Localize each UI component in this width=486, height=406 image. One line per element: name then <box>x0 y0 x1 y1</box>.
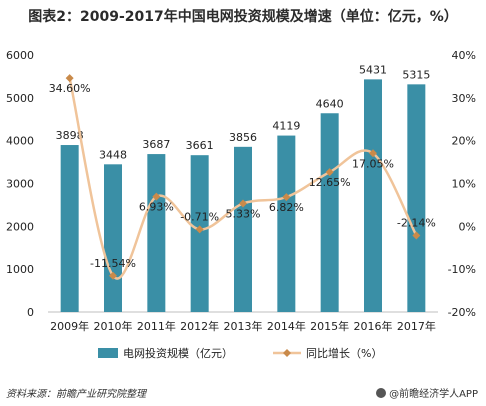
brand-credit: @前瞻经济学人APP <box>376 385 478 400</box>
growth-marker-0 <box>65 74 74 83</box>
growth-label-5: 6.82% <box>269 201 304 214</box>
y-right-tick-2: 0% <box>459 220 476 233</box>
bar-label-1: 3448 <box>99 148 127 161</box>
bar-label-3: 3661 <box>186 139 214 152</box>
legend-line-marker <box>283 349 291 357</box>
x-tick-6: 2015年 <box>310 319 349 333</box>
growth-markers <box>65 74 421 280</box>
y-left-tick-1: 1000 <box>6 263 34 276</box>
growth-marker-5 <box>282 193 291 202</box>
bar-6 <box>320 113 339 313</box>
x-tick-8: 2017年 <box>397 319 436 333</box>
y-left-tick-0: 0 <box>27 306 34 319</box>
brand-icon <box>376 388 387 398</box>
growth-labels: 34.60% -11.54% 6.93% -0.71% 5.33% 6.82% 12.65%… <box>49 82 436 270</box>
growth-label-1: -11.54% <box>90 257 136 270</box>
growth-label-6: 12.65% <box>309 176 351 189</box>
bar-7 <box>364 79 382 313</box>
y-left-tick-3: 3000 <box>6 178 34 191</box>
x-tick-3: 2012年 <box>180 319 219 333</box>
bar-label-5: 4119 <box>272 120 300 133</box>
growth-label-0: 34.60% <box>49 82 91 95</box>
bar-2 <box>147 154 166 312</box>
brand-text: @前瞻经济学人APP <box>389 389 478 400</box>
bar-5 <box>277 135 296 312</box>
growth-label-2: 6.93% <box>139 201 174 214</box>
y-right-tick-4: 20% <box>452 135 476 148</box>
bar-series <box>60 79 426 313</box>
y-left-tick-2: 2000 <box>6 220 34 233</box>
growth-marker-6 <box>325 168 334 177</box>
source-note: 资料来源：前瞻产业研究院整理 <box>6 389 146 400</box>
growth-marker-3 <box>195 225 204 234</box>
y-left-tick-4: 4000 <box>6 135 34 148</box>
y-right-tick-3: 10% <box>452 178 476 191</box>
x-tick-4: 2013年 <box>224 319 263 333</box>
x-tick-7: 2016年 <box>354 319 393 333</box>
growth-marker-7 <box>369 149 377 158</box>
bar-1 <box>104 164 122 312</box>
growth-marker-1 <box>109 271 117 280</box>
growth-label-8: -2.14% <box>397 216 436 229</box>
bar-label-6: 4640 <box>316 97 344 110</box>
growth-label-4: 5.33% <box>226 208 261 221</box>
x-tick-2: 2011年 <box>137 319 176 333</box>
bar-4 <box>234 146 252 312</box>
chart-title: 图表2：2009-2017年中国电网投资规模及增速（单位：亿元，%） <box>28 9 458 25</box>
y-right-tick-0: -20% <box>448 306 476 319</box>
bar-8 <box>407 84 426 312</box>
x-axis-ticks: 2009年 2010年 2011年 2012年 2013年 2014年 2015年 2016年… <box>50 319 436 333</box>
growth-label-3: -0.71% <box>180 210 219 223</box>
bar-label-0: 3898 <box>56 129 84 142</box>
growth-marker-2 <box>152 192 161 201</box>
legend-bar-swatch <box>98 348 118 358</box>
bar-label-2: 3687 <box>142 138 170 151</box>
y-right-tick-6: 40% <box>452 49 476 62</box>
x-tick-1: 2010年 <box>94 319 133 333</box>
legend: 电网投资规模（亿元） 同比增长（%） <box>98 346 382 360</box>
y-right-tick-5: 30% <box>452 92 476 105</box>
legend-bar-label: 电网投资规模（亿元） <box>123 346 233 360</box>
bar-label-4: 3856 <box>229 131 257 144</box>
bar-0 <box>60 145 79 312</box>
x-tick-0: 2009年 <box>50 319 89 333</box>
y-axis-left: 0 1000 2000 3000 4000 5000 6000 <box>6 49 34 319</box>
bar-label-7: 5431 <box>359 63 387 76</box>
bar-label-8: 5315 <box>402 68 430 81</box>
growth-label-7: 17.05% <box>352 157 394 170</box>
growth-marker-8 <box>412 231 421 240</box>
y-axis-right: -20% -10% 0% 10% 20% 30% 40% <box>448 49 476 319</box>
y-left-tick-5: 5000 <box>6 92 34 105</box>
growth-marker-4 <box>239 199 247 208</box>
y-left-tick-6: 6000 <box>6 49 34 62</box>
x-tick-5: 2014年 <box>267 319 306 333</box>
bar-labels: 3898 3448 3687 3661 3856 4119 4640 5431 5315 <box>56 63 431 161</box>
bar-3 <box>190 155 209 312</box>
legend-line-label: 同比增长（%） <box>306 346 382 360</box>
y-right-tick-1: -10% <box>448 263 476 276</box>
